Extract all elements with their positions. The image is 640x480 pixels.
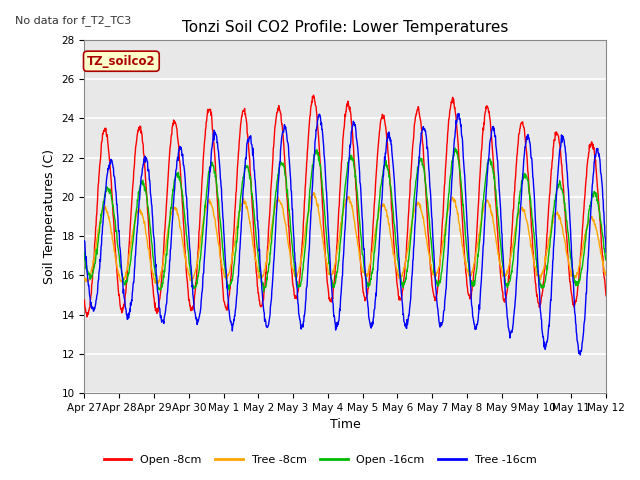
X-axis label: Time: Time [330, 419, 360, 432]
Y-axis label: Soil Temperatures (C): Soil Temperatures (C) [43, 149, 56, 284]
Title: Tonzi Soil CO2 Profile: Lower Temperatures: Tonzi Soil CO2 Profile: Lower Temperatur… [182, 20, 508, 35]
Text: No data for f_T2_TC3: No data for f_T2_TC3 [15, 15, 131, 26]
Text: TZ_soilco2: TZ_soilco2 [87, 55, 156, 68]
Legend: Open -8cm, Tree -8cm, Open -16cm, Tree -16cm: Open -8cm, Tree -8cm, Open -16cm, Tree -… [99, 451, 541, 469]
